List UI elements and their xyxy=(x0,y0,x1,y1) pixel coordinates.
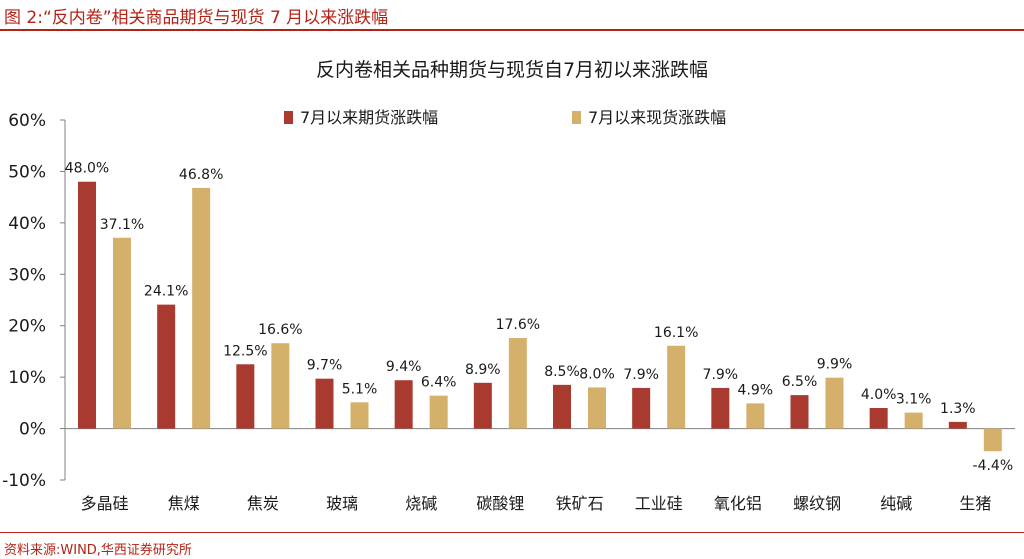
futures-bar xyxy=(632,387,651,429)
x-tick-label: 铁矿石 xyxy=(556,494,604,513)
futures-bar xyxy=(473,382,492,429)
futures-bar xyxy=(711,387,730,429)
spot-bar xyxy=(667,345,686,429)
data-label: 37.1% xyxy=(100,217,144,233)
data-label: -4.4% xyxy=(973,458,1014,474)
data-label: 9.9% xyxy=(817,357,853,373)
x-tick-label: 多晶硅 xyxy=(81,494,129,513)
x-tick-label: 螺纹钢 xyxy=(793,494,841,513)
futures-bar xyxy=(869,408,888,429)
x-tick-label: 碳酸锂 xyxy=(476,494,524,513)
data-label: 4.0% xyxy=(861,387,897,403)
y-tick-label: -10% xyxy=(2,471,46,491)
data-label: 24.1% xyxy=(144,284,188,300)
futures-bar xyxy=(157,304,176,429)
legend-label: 7月以来期货涨跌幅 xyxy=(300,108,438,127)
chart-title: 反内卷相关品种期货与现货自7月初以来涨跌幅 xyxy=(316,59,708,81)
y-tick-label: 10% xyxy=(8,368,46,388)
y-tick-label: 50% xyxy=(8,162,46,182)
spot-bar xyxy=(113,237,131,429)
data-label: 9.4% xyxy=(386,359,422,375)
x-tick-label: 烧碱 xyxy=(405,494,437,513)
y-axis: 60% 50% 40% 30% 20% 10% 0% -10% xyxy=(2,111,66,491)
bottom-rule xyxy=(0,532,1024,533)
data-label: 46.8% xyxy=(179,167,223,183)
x-tick-label: 工业硅 xyxy=(635,494,683,513)
data-labels: 48.0% 37.1% 24.1% 46.8% 12.5% 16.6% 9.7% 5.1% 9.… xyxy=(65,161,1013,474)
bar-chart: 反内卷相关品种期货与现货自7月初以来涨跌幅 7月以来期货涨跌幅 7月以来现货涨跌幅… xyxy=(2,59,1015,513)
data-label: 6.4% xyxy=(421,375,457,391)
spot-legend-swatch xyxy=(572,111,581,124)
source-note: 资料来源:WIND,华西证券研究所 xyxy=(4,543,192,558)
y-tick-label: 20% xyxy=(8,317,46,337)
spot-bar xyxy=(271,343,290,429)
spot-bar xyxy=(904,412,923,429)
x-tick-label: 氧化铝 xyxy=(714,494,762,513)
futures-bar xyxy=(553,384,571,429)
legend-label: 7月以来现货涨跌幅 xyxy=(588,108,726,127)
spot-bar xyxy=(508,338,527,429)
data-label: 6.5% xyxy=(782,374,818,390)
data-label: 9.7% xyxy=(307,358,343,374)
futures-bar xyxy=(948,421,967,429)
data-label: 7.9% xyxy=(623,367,659,383)
y-tick-label: 30% xyxy=(8,265,46,285)
data-label: 16.1% xyxy=(654,325,698,341)
data-label: 4.9% xyxy=(738,382,774,398)
futures-legend-swatch xyxy=(284,111,293,124)
futures-bar xyxy=(78,181,96,429)
y-tick-label: 60% xyxy=(8,111,46,131)
spot-bar xyxy=(429,395,448,429)
x-tick-label: 焦炭 xyxy=(247,494,279,513)
futures-bar xyxy=(790,395,809,429)
x-tick-label: 玻璃 xyxy=(326,494,358,513)
data-label: 5.1% xyxy=(342,381,378,397)
data-label: 3.1% xyxy=(896,392,932,408)
data-label: 1.3% xyxy=(940,401,976,417)
x-tick-label: 纯碱 xyxy=(880,494,912,513)
spot-bar xyxy=(192,187,211,429)
spot-bar xyxy=(350,402,369,429)
data-label: 17.6% xyxy=(496,317,540,333)
spot-bar xyxy=(983,428,1002,452)
x-tick-label: 生猪 xyxy=(959,494,991,513)
data-label: 8.5% xyxy=(544,364,580,380)
data-label: 8.9% xyxy=(465,362,501,378)
y-tick-label: 40% xyxy=(8,214,46,234)
data-label: 8.0% xyxy=(579,366,615,382)
data-label: 12.5% xyxy=(223,343,267,359)
futures-bar xyxy=(236,364,255,429)
data-label: 7.9% xyxy=(703,367,739,383)
bars xyxy=(78,181,1002,452)
y-tick-label: 0% xyxy=(19,420,46,440)
top-rule xyxy=(0,29,1024,31)
x-axis: 多晶硅 焦煤 焦炭 玻璃 烧碱 碳酸锂 铁矿石 工业硅 氧化铝 螺纹钢 纯碱 生猪 xyxy=(65,428,1015,513)
futures-bar xyxy=(315,378,334,429)
data-label: 16.6% xyxy=(258,322,302,338)
legend: 7月以来期货涨跌幅 7月以来现货涨跌幅 xyxy=(284,108,726,127)
spot-bar xyxy=(746,403,765,429)
figure-caption: 图 2:“反内卷”相关商品期货与现货 7 月以来涨跌幅 xyxy=(4,8,389,28)
data-label: 48.0% xyxy=(65,161,109,177)
futures-bar xyxy=(394,380,413,429)
spot-bar xyxy=(825,377,844,429)
spot-bar xyxy=(588,387,606,429)
x-tick-label: 焦煤 xyxy=(168,494,200,513)
